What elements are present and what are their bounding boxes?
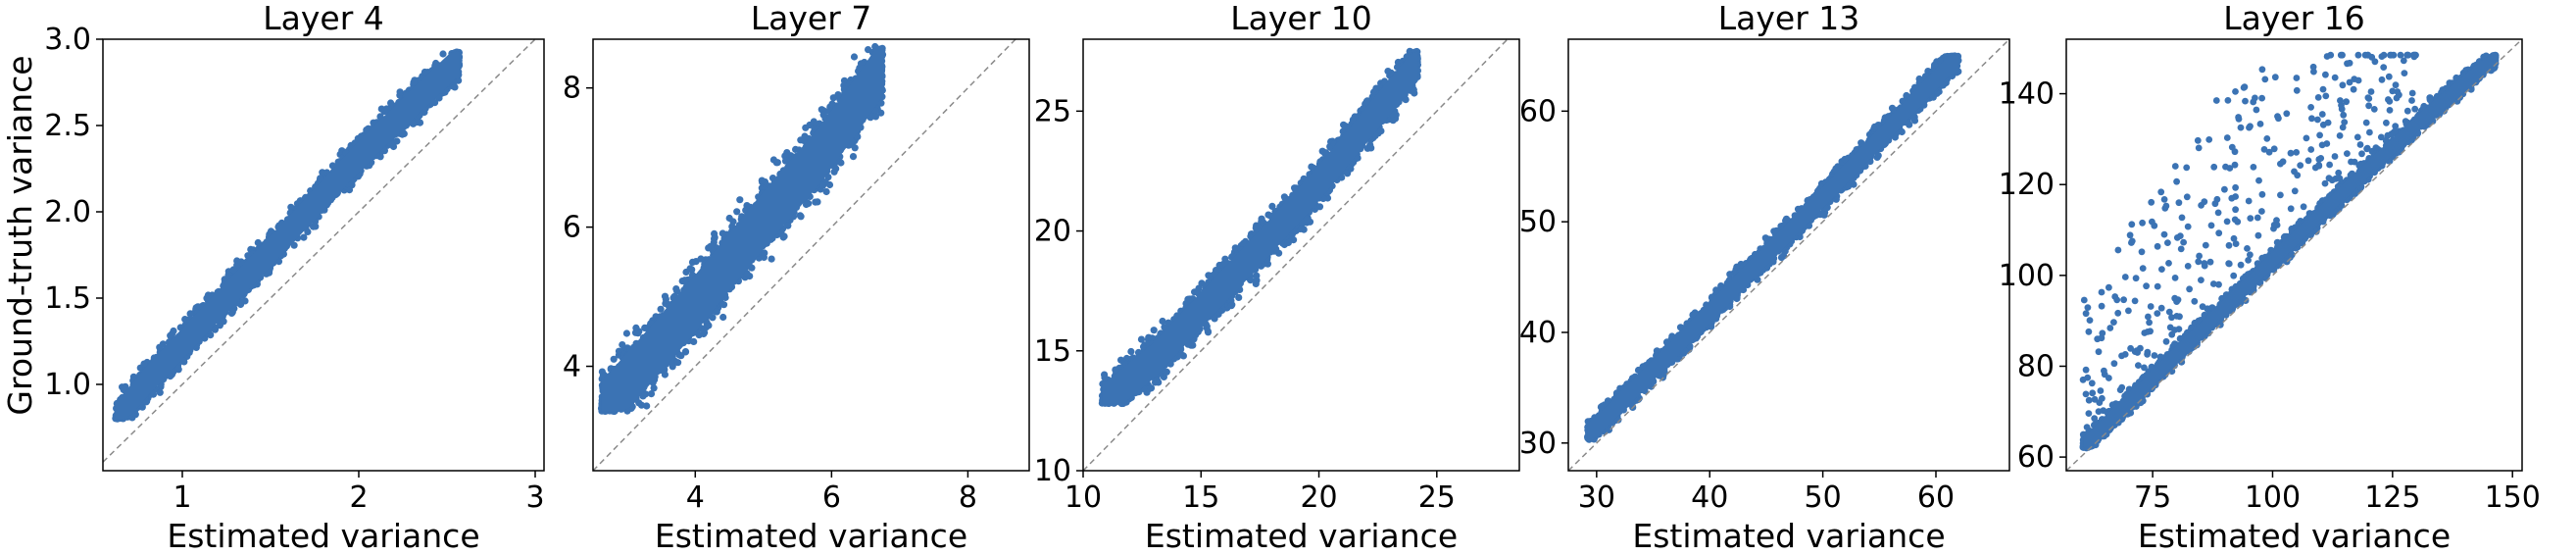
data-point — [779, 233, 787, 241]
data-point — [830, 168, 838, 176]
data-point — [287, 203, 295, 211]
data-point — [173, 364, 182, 372]
data-point — [802, 124, 810, 131]
data-point — [396, 88, 404, 96]
data-point — [758, 177, 766, 184]
data-point — [686, 265, 694, 273]
data-point — [641, 324, 649, 331]
data-point — [748, 264, 756, 272]
data-point — [186, 310, 194, 318]
data-point — [761, 249, 768, 257]
data-point — [410, 78, 418, 86]
data-point — [812, 198, 819, 206]
shared-y-axis-label: Ground-truth variance — [1, 55, 39, 415]
y-tick-label: 2.5 — [44, 109, 91, 143]
data-point — [254, 238, 262, 247]
data-points — [597, 42, 887, 416]
data-point — [711, 229, 718, 237]
data-point — [850, 53, 859, 61]
y-tick-label: 3.0 — [44, 23, 91, 57]
data-point — [871, 107, 879, 115]
data-point — [317, 175, 324, 182]
y-tick-label: 1.5 — [44, 281, 91, 316]
data-point — [290, 241, 298, 249]
data-point — [451, 83, 459, 91]
data-point — [851, 144, 859, 152]
data-point — [634, 329, 642, 337]
data-point — [300, 233, 308, 241]
x-tick-label: 3 — [525, 480, 544, 515]
data-point — [772, 159, 780, 167]
data-point — [736, 196, 744, 204]
data-point — [140, 360, 148, 368]
data-point — [319, 169, 326, 177]
data-point — [705, 322, 713, 329]
data-point — [650, 384, 658, 392]
x-tick-label: 2 — [349, 480, 368, 515]
data-point — [825, 180, 834, 189]
data-point — [167, 331, 174, 339]
data-point — [834, 91, 842, 99]
data-points — [112, 48, 464, 423]
data-point — [877, 99, 885, 107]
data-point — [849, 153, 858, 161]
axes-frame — [102, 38, 545, 472]
identity-reference-line — [103, 39, 536, 463]
data-point — [149, 390, 158, 398]
data-point — [610, 355, 618, 363]
data-point — [274, 258, 283, 266]
data-point — [697, 255, 705, 263]
data-point — [674, 359, 682, 367]
panel-title: Layer 4 — [263, 0, 384, 37]
data-point — [822, 187, 830, 196]
y-tick-label: 1.0 — [44, 368, 91, 402]
data-point — [818, 181, 827, 189]
data-point — [719, 313, 727, 322]
data-point — [181, 316, 189, 324]
data-point — [854, 132, 862, 140]
data-point — [657, 305, 665, 313]
point-cloud-core — [115, 51, 460, 420]
data-point — [229, 266, 237, 274]
x-axis-label: Estimated variance — [167, 517, 479, 555]
data-point — [393, 137, 401, 145]
scatter-panel-1: 1 2 3 1.0 1.5 2.0 2.5 3.0 Layer 4 Estimated varia… — [44, 0, 545, 555]
data-point — [156, 388, 164, 396]
data-point — [399, 129, 407, 137]
data-point — [672, 285, 680, 293]
data-point — [439, 50, 447, 58]
y-tick-label: 2.0 — [44, 195, 91, 229]
data-point — [677, 352, 685, 360]
data-point — [220, 318, 227, 326]
x-tick-label: 1 — [173, 480, 191, 515]
data-point — [380, 108, 388, 116]
data-point — [203, 294, 211, 302]
data-point — [669, 363, 676, 371]
data-point — [661, 292, 669, 300]
data-point — [387, 99, 395, 107]
data-point — [797, 213, 805, 221]
data-point — [768, 255, 775, 263]
data-point — [802, 200, 811, 209]
data-point — [725, 214, 733, 223]
